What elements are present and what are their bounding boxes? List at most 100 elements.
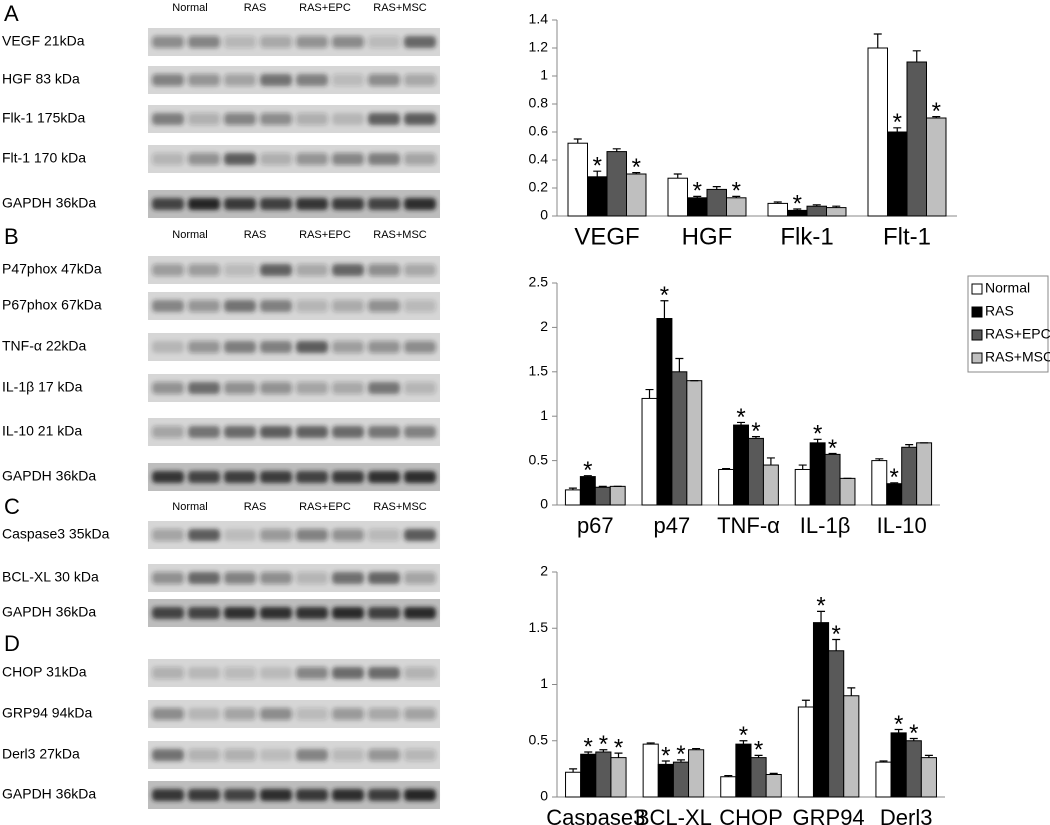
bar <box>667 177 688 217</box>
blot-band <box>224 264 256 276</box>
blot-label: GRP94 94kDa <box>2 705 92 721</box>
blot-band <box>152 74 184 86</box>
blot-band <box>368 789 400 801</box>
blot-band <box>152 471 184 483</box>
blot-band <box>368 113 400 125</box>
legend-label: RAS+EPC <box>985 326 1050 342</box>
bar <box>735 743 752 798</box>
blot-band <box>224 382 256 394</box>
bar <box>839 477 856 506</box>
blot-bands <box>152 529 436 541</box>
bar <box>671 371 688 506</box>
blot-band <box>152 708 184 720</box>
error-bar <box>817 610 826 623</box>
error-bar <box>632 172 641 174</box>
blot-band <box>404 198 436 210</box>
bar <box>916 442 933 506</box>
blot-band <box>152 572 184 584</box>
blot-band <box>260 36 292 48</box>
bar <box>748 437 764 506</box>
blot-band <box>188 382 220 394</box>
blot-band <box>368 153 400 165</box>
error-bar <box>573 138 582 144</box>
blot-band <box>404 74 436 86</box>
blot-band <box>332 36 364 48</box>
error-bar <box>712 186 721 190</box>
blot-band <box>152 198 184 210</box>
x-tick-label: TNF-α <box>717 513 780 538</box>
bar <box>871 460 888 506</box>
blot-bands <box>152 264 436 276</box>
blot-label: Derl3 27kDa <box>2 746 80 762</box>
y-tick-label: 1.2 <box>529 39 549 55</box>
blot-band <box>152 607 184 619</box>
error-bar <box>661 760 670 765</box>
blot-band <box>332 300 364 312</box>
blot-band <box>152 300 184 312</box>
blot-band <box>260 300 292 312</box>
blot-band <box>296 667 328 679</box>
blot-band <box>404 572 436 584</box>
error-bar <box>847 687 856 696</box>
blot-band <box>224 708 256 720</box>
significance-mark: * <box>599 731 608 758</box>
blot-label: CHOP 31kDa <box>2 664 87 680</box>
y-tick-label: 0.4 <box>529 151 549 167</box>
blot-band <box>296 74 328 86</box>
blot-band <box>224 341 256 353</box>
error-bar <box>813 438 822 443</box>
blot-band <box>404 300 436 312</box>
blot-band <box>260 382 292 394</box>
blot-band <box>332 74 364 86</box>
x-tick-label: p47 <box>654 513 691 538</box>
blot-bands <box>152 426 436 438</box>
blot-band <box>368 749 400 761</box>
lane-label: Normal <box>172 229 207 241</box>
blot-bands <box>152 708 436 720</box>
error-bar <box>724 775 733 777</box>
bar <box>906 61 927 217</box>
bar <box>762 464 779 506</box>
blot-bands <box>152 153 436 165</box>
bar <box>867 47 888 217</box>
blot-band <box>296 153 328 165</box>
error-bar <box>660 300 669 319</box>
significance-mark: * <box>813 421 822 448</box>
error-bar <box>692 748 701 750</box>
blot-band <box>188 471 220 483</box>
x-tick-label: p67 <box>577 513 614 538</box>
legend-swatch <box>971 329 983 341</box>
blot-bands <box>152 789 436 801</box>
x-tick-label: VEGF <box>574 223 639 250</box>
x-tick-label: Flk-1 <box>780 223 833 250</box>
bar <box>564 489 581 506</box>
blot-bands <box>152 341 436 353</box>
blot-bands <box>152 471 436 483</box>
blot-bands <box>152 74 436 86</box>
error-bar <box>932 116 941 118</box>
blot-band <box>260 572 292 584</box>
significance-mark: * <box>593 153 602 180</box>
bar <box>812 622 830 798</box>
blot-band <box>404 36 436 48</box>
blot-label: P47phox 47kDa <box>2 261 102 277</box>
x-tick-label: GRP94 <box>793 805 865 825</box>
blot-band <box>188 708 220 720</box>
bar <box>797 706 814 798</box>
y-tick-label: 2.5 <box>529 274 549 290</box>
blot-bands <box>152 749 436 761</box>
bar <box>890 732 907 798</box>
blot-label: VEGF 21kDa <box>2 33 85 49</box>
bar <box>587 176 608 217</box>
blot-band <box>188 341 220 353</box>
y-tick-label: 0.2 <box>529 179 549 195</box>
bar <box>641 397 658 506</box>
blot-band <box>224 667 256 679</box>
blot-band <box>404 607 436 619</box>
bar <box>765 774 782 798</box>
blot-band <box>332 264 364 276</box>
lane-label: Normal <box>172 2 207 14</box>
blot-band <box>152 341 184 353</box>
blot-band <box>296 300 328 312</box>
blot-band <box>296 113 328 125</box>
